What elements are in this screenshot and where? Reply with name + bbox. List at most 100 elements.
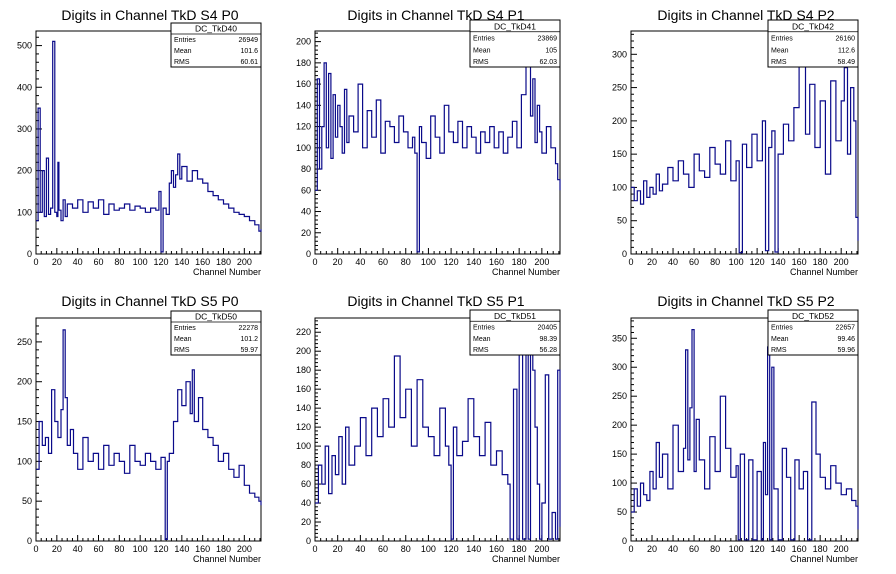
stats-row-value: 62.03 bbox=[539, 59, 557, 66]
stats-row-label: Mean bbox=[473, 336, 491, 343]
stats-row-value: 26949 bbox=[239, 37, 259, 44]
x-tick-label: 200 bbox=[534, 544, 549, 554]
x-tick-label: 200 bbox=[834, 544, 849, 554]
stats-row-label: Mean bbox=[771, 47, 789, 54]
stats-row-value: 20405 bbox=[538, 325, 558, 332]
x-tick-label: 200 bbox=[834, 257, 849, 267]
x-tick-label: 120 bbox=[750, 544, 765, 554]
x-tick-label: 80 bbox=[401, 257, 411, 267]
x-tick-label: 180 bbox=[813, 544, 828, 554]
x-tick-label: 60 bbox=[689, 544, 699, 554]
y-tick-label: 250 bbox=[612, 391, 627, 401]
stats-row-label: Mean bbox=[473, 47, 491, 54]
stats-row-label: RMS bbox=[174, 59, 190, 66]
y-tick-label: 0 bbox=[306, 249, 311, 259]
x-tick-label: 0 bbox=[312, 544, 317, 554]
x-tick-label: 120 bbox=[750, 257, 765, 267]
y-tick-label: 100 bbox=[296, 441, 311, 451]
y-tick-label: 60 bbox=[301, 479, 311, 489]
y-tick-label: 300 bbox=[612, 362, 627, 372]
y-tick-label: 20 bbox=[301, 517, 311, 527]
stats-row-value: 105 bbox=[545, 47, 557, 54]
y-tick-label: 80 bbox=[301, 460, 311, 470]
stats-row-value: 59.97 bbox=[240, 347, 258, 354]
y-tick-label: 0 bbox=[27, 249, 32, 259]
plot-frame bbox=[314, 30, 561, 255]
stats-box bbox=[767, 19, 859, 68]
stats-row-value: 23869 bbox=[538, 36, 558, 43]
stats-row-value: 26160 bbox=[836, 36, 856, 43]
y-tick-label: 60 bbox=[301, 185, 311, 195]
y-tick-label: 120 bbox=[296, 122, 311, 132]
stats-row-label: Entries bbox=[473, 325, 495, 332]
stats-row-value: 101.2 bbox=[240, 336, 258, 343]
stats-row-label: RMS bbox=[771, 347, 787, 354]
x-tick-label: 80 bbox=[710, 257, 720, 267]
y-tick-label: 40 bbox=[301, 498, 311, 508]
histogram-series-line bbox=[631, 329, 859, 541]
y-tick-label: 150 bbox=[612, 449, 627, 459]
y-tick-label: 0 bbox=[622, 536, 627, 546]
stats-row-label: Entries bbox=[473, 36, 495, 43]
x-tick-label: 40 bbox=[73, 257, 83, 267]
x-tick-label: 60 bbox=[93, 544, 103, 554]
stats-box bbox=[469, 19, 561, 68]
x-tick-label: 0 bbox=[33, 544, 38, 554]
stats-row-label: Mean bbox=[771, 336, 789, 343]
stats-box-name: DC_TkD41 bbox=[494, 21, 536, 31]
y-tick-label: 200 bbox=[612, 420, 627, 430]
stats-row-value: 99.46 bbox=[837, 336, 855, 343]
x-tick-label: 60 bbox=[378, 257, 388, 267]
x-tick-label: 160 bbox=[195, 257, 210, 267]
x-tick-label: 140 bbox=[466, 544, 481, 554]
stats-box bbox=[469, 309, 561, 356]
y-tick-label: 0 bbox=[306, 536, 311, 546]
chart-title: Digits in Channel TkD S5 P1 bbox=[347, 293, 524, 309]
x-tick-label: 100 bbox=[133, 257, 148, 267]
y-tick-label: 150 bbox=[17, 417, 32, 427]
x-tick-label: 100 bbox=[729, 544, 744, 554]
x-axis-label: Channel Number bbox=[492, 554, 560, 564]
x-tick-label: 20 bbox=[333, 257, 343, 267]
y-tick-label: 180 bbox=[296, 365, 311, 375]
x-tick-label: 180 bbox=[216, 544, 231, 554]
stats-row-value: 101.6 bbox=[240, 48, 258, 55]
y-tick-label: 300 bbox=[612, 49, 627, 59]
y-tick-label: 50 bbox=[617, 507, 627, 517]
x-tick-label: 0 bbox=[628, 544, 633, 554]
stats-row-value: 56.28 bbox=[539, 347, 557, 354]
x-axis-label: Channel Number bbox=[790, 267, 858, 277]
y-tick-label: 50 bbox=[22, 496, 32, 506]
y-tick-label: 200 bbox=[296, 346, 311, 356]
y-tick-label: 0 bbox=[622, 249, 627, 259]
x-axis-label: Channel Number bbox=[193, 267, 261, 277]
stats-row-value: 59.96 bbox=[837, 347, 855, 354]
chart-title: Digits in Channel TkD S4 P2 bbox=[657, 7, 834, 23]
x-tick-label: 120 bbox=[444, 544, 459, 554]
stats-row-label: Entries bbox=[174, 37, 196, 44]
x-tick-label: 0 bbox=[628, 257, 633, 267]
stats-row-label: Entries bbox=[771, 36, 793, 43]
y-tick-label: 400 bbox=[17, 82, 32, 92]
x-tick-label: 120 bbox=[444, 257, 459, 267]
y-tick-label: 100 bbox=[17, 207, 32, 217]
x-axis-label: Channel Number bbox=[193, 554, 261, 564]
stats-row-label: Mean bbox=[174, 336, 192, 343]
x-tick-label: 160 bbox=[195, 544, 210, 554]
x-tick-label: 80 bbox=[710, 544, 720, 554]
y-tick-label: 200 bbox=[296, 37, 311, 47]
stats-box-name: DC_TkD42 bbox=[792, 21, 834, 31]
chart-title: Digits in Channel TkD S5 P2 bbox=[657, 293, 834, 309]
y-tick-label: 300 bbox=[17, 124, 32, 134]
y-tick-label: 140 bbox=[296, 100, 311, 110]
x-tick-label: 0 bbox=[33, 257, 38, 267]
x-tick-label: 100 bbox=[729, 257, 744, 267]
x-tick-label: 40 bbox=[355, 257, 365, 267]
x-tick-label: 160 bbox=[792, 257, 807, 267]
x-tick-label: 20 bbox=[333, 544, 343, 554]
y-tick-label: 200 bbox=[17, 377, 32, 387]
x-tick-label: 40 bbox=[668, 544, 678, 554]
x-tick-label: 200 bbox=[534, 257, 549, 267]
stats-row-label: RMS bbox=[174, 347, 190, 354]
